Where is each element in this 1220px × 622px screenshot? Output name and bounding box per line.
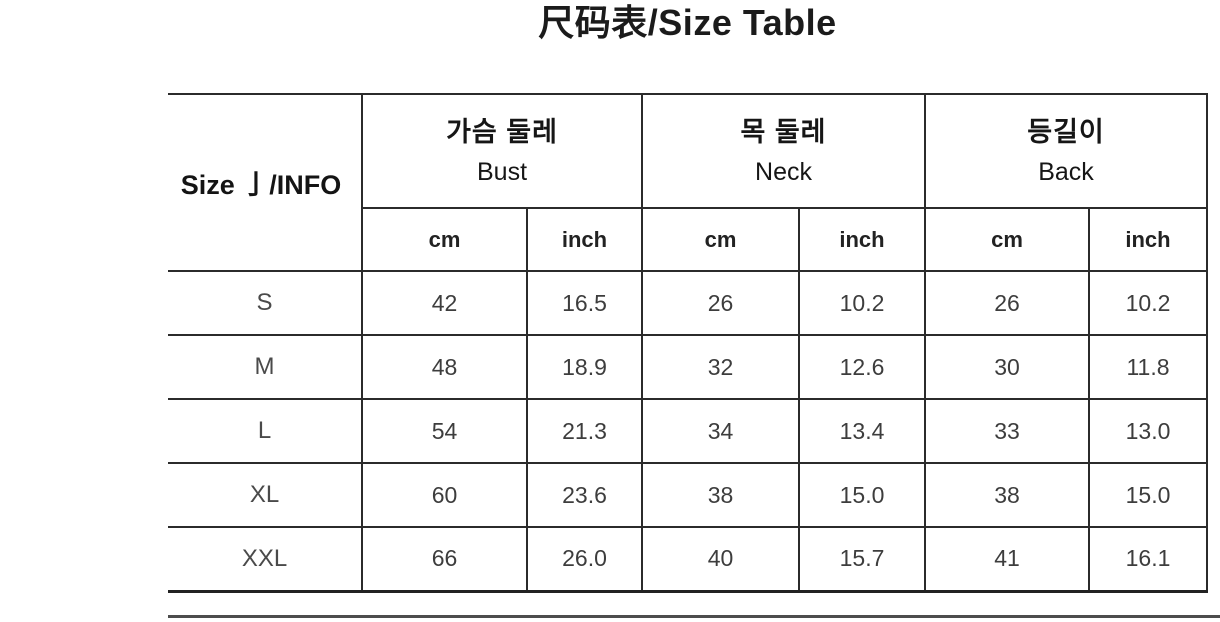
bottom-divider-line xyxy=(168,615,1220,618)
table-row-xl: XL 60 23.6 38 15.0 38 15.0 xyxy=(168,462,1208,528)
table-row-l: L 54 21.3 34 13.4 33 13.0 xyxy=(168,398,1208,464)
value-cell: 34 xyxy=(641,398,800,464)
table-row-xxl: XXL 66 26.0 40 15.7 41 16.1 xyxy=(168,526,1208,593)
group-header-neck-korean: 목 둘레 xyxy=(740,117,827,147)
unit-header-bust-cm: cm xyxy=(362,207,528,272)
group-header-neck-english: Neck xyxy=(755,158,812,186)
table-row-m: M 48 18.9 32 12.6 30 11.8 xyxy=(168,334,1208,400)
value-cell: 26 xyxy=(641,270,800,336)
value-cell: 30 xyxy=(924,334,1090,400)
size-label: XL xyxy=(168,462,363,528)
unit-header-back-cm: cm xyxy=(924,207,1090,272)
corner-header-size-info: Size 亅/INFO xyxy=(168,93,363,272)
group-header-back-korean: 등길이 xyxy=(1027,117,1105,147)
value-cell: 26.0 xyxy=(526,526,643,593)
value-cell: 54 xyxy=(361,398,528,464)
value-cell: 33 xyxy=(924,398,1090,464)
value-cell: 23.6 xyxy=(526,462,643,528)
value-cell: 21.3 xyxy=(526,398,643,464)
value-cell: 11.8 xyxy=(1088,334,1208,400)
value-cell: 16.5 xyxy=(526,270,643,336)
table-row-s: S 42 16.5 26 10.2 26 10.2 xyxy=(168,270,1208,336)
value-cell: 15.7 xyxy=(798,526,926,593)
value-cell: 48 xyxy=(361,334,528,400)
group-header-bust-english: Bust xyxy=(476,158,528,186)
group-header-back: 등길이 Back xyxy=(924,93,1208,209)
value-cell: 16.1 xyxy=(1088,526,1208,593)
page-title: 尺码表/Size Table xyxy=(538,2,837,43)
unit-header-neck-inch: inch xyxy=(798,207,926,272)
value-cell: 32 xyxy=(641,334,800,400)
group-header-bust: 가슴 둘레 Bust xyxy=(361,93,643,209)
value-cell: 13.4 xyxy=(798,398,926,464)
size-label: L xyxy=(168,398,363,464)
group-header-back-english: Back xyxy=(1038,158,1094,186)
size-label: M xyxy=(168,334,363,400)
value-cell: 66 xyxy=(361,526,528,593)
value-cell: 13.0 xyxy=(1088,398,1208,464)
header-row-groups: Size 亅/INFO 가슴 둘레 Bust 목 둘레 Neck 등길이 Bac… xyxy=(168,93,1208,272)
value-cell: 38 xyxy=(641,462,800,528)
size-label: S xyxy=(168,270,363,336)
value-cell: 41 xyxy=(924,526,1090,593)
header-row-units: cm inch cm inch cm inch xyxy=(168,207,1208,272)
size-label: XXL xyxy=(168,526,363,593)
value-cell: 60 xyxy=(361,462,528,528)
value-cell: 10.2 xyxy=(798,270,926,336)
value-cell: 15.0 xyxy=(798,462,926,528)
value-cell: 15.0 xyxy=(1088,462,1208,528)
value-cell: 12.6 xyxy=(798,334,926,400)
value-cell: 26 xyxy=(924,270,1090,336)
size-table: Size 亅/INFO 가슴 둘레 Bust 목 둘레 Neck 등길이 Bac… xyxy=(168,93,1208,593)
unit-header-neck-cm: cm xyxy=(641,207,800,272)
unit-header-back-inch: inch xyxy=(1088,207,1208,272)
value-cell: 38 xyxy=(924,462,1090,528)
value-cell: 40 xyxy=(641,526,800,593)
group-header-bust-korean: 가슴 둘레 xyxy=(446,117,558,147)
value-cell: 18.9 xyxy=(526,334,643,400)
unit-header-bust-inch: inch xyxy=(526,207,643,272)
value-cell: 10.2 xyxy=(1088,270,1208,336)
group-header-neck: 목 둘레 Neck xyxy=(641,93,926,209)
value-cell: 42 xyxy=(361,270,528,336)
